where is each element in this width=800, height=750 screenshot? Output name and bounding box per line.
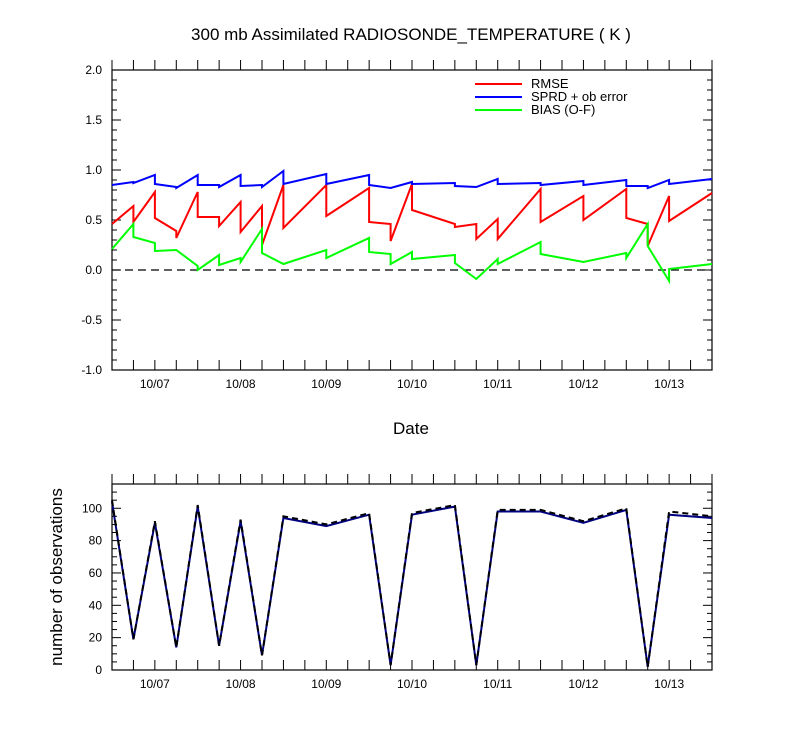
y-tick-label: 60 [89, 566, 103, 580]
x-tick-label: 10/10 [397, 677, 427, 691]
x-tick-label: 10/08 [226, 377, 256, 391]
series-line-possible [111, 500, 713, 667]
series-line-sprd-ob-error [111, 169, 713, 190]
x-tick-label: 10/11 [483, 377, 512, 391]
chart-title: 300 mb Assimilated RADIOSONDE_TEMPERATUR… [191, 25, 631, 44]
x-tick-label: 10/09 [311, 377, 341, 391]
x-axis-title: Date [393, 419, 429, 438]
series-line-used [111, 501, 713, 667]
y-tick-label: -1.0 [81, 363, 102, 377]
x-tick-label: 10/13 [654, 377, 684, 391]
x-tick-label: 10/10 [397, 377, 427, 391]
x-tick-label: 10/11 [483, 677, 512, 691]
legend-label: RMSE [531, 76, 569, 91]
y-tick-label: -0.5 [81, 313, 102, 327]
series-line-bias-o-f [111, 220, 713, 285]
x-tick-label: 10/07 [140, 677, 170, 691]
y-tick-label: 80 [89, 534, 103, 548]
x-tick-label: 10/08 [226, 677, 256, 691]
x-tick-label: 10/12 [568, 677, 598, 691]
legend-label: SPRD + ob error [531, 89, 628, 104]
y-tick-label: 1.5 [85, 113, 102, 127]
plot-frame [111, 69, 713, 371]
legend-label: BIAS (O-F) [531, 102, 595, 117]
x-tick-label: 10/12 [568, 377, 598, 391]
x-tick-label: 10/09 [311, 677, 341, 691]
y-axis-title: number of observations [47, 488, 66, 666]
y-tick-label: 1.0 [85, 163, 102, 177]
y-tick-label: 20 [89, 631, 103, 645]
x-tick-label: 10/07 [140, 377, 170, 391]
top-chart-area: -1.0 -0.5 0.0 0.5 1.0 1.5 2.0 10/07 10/08 10/09 10… [81, 60, 713, 391]
bottom-chart-area: 0 20 40 60 80 100 10/07 10/08 10/09 10/10 10/11 10/… [82, 474, 713, 691]
series-line-rmse [111, 182, 713, 247]
y-tick-label: 40 [89, 598, 103, 612]
y-tick-label: 0.5 [85, 213, 102, 227]
y-tick-label: 0.0 [85, 263, 102, 277]
y-tick-label: 0 [95, 663, 102, 677]
x-tick-label: 10/13 [654, 677, 684, 691]
y-tick-label: 100 [82, 501, 102, 515]
y-tick-label: 2.0 [85, 63, 102, 77]
